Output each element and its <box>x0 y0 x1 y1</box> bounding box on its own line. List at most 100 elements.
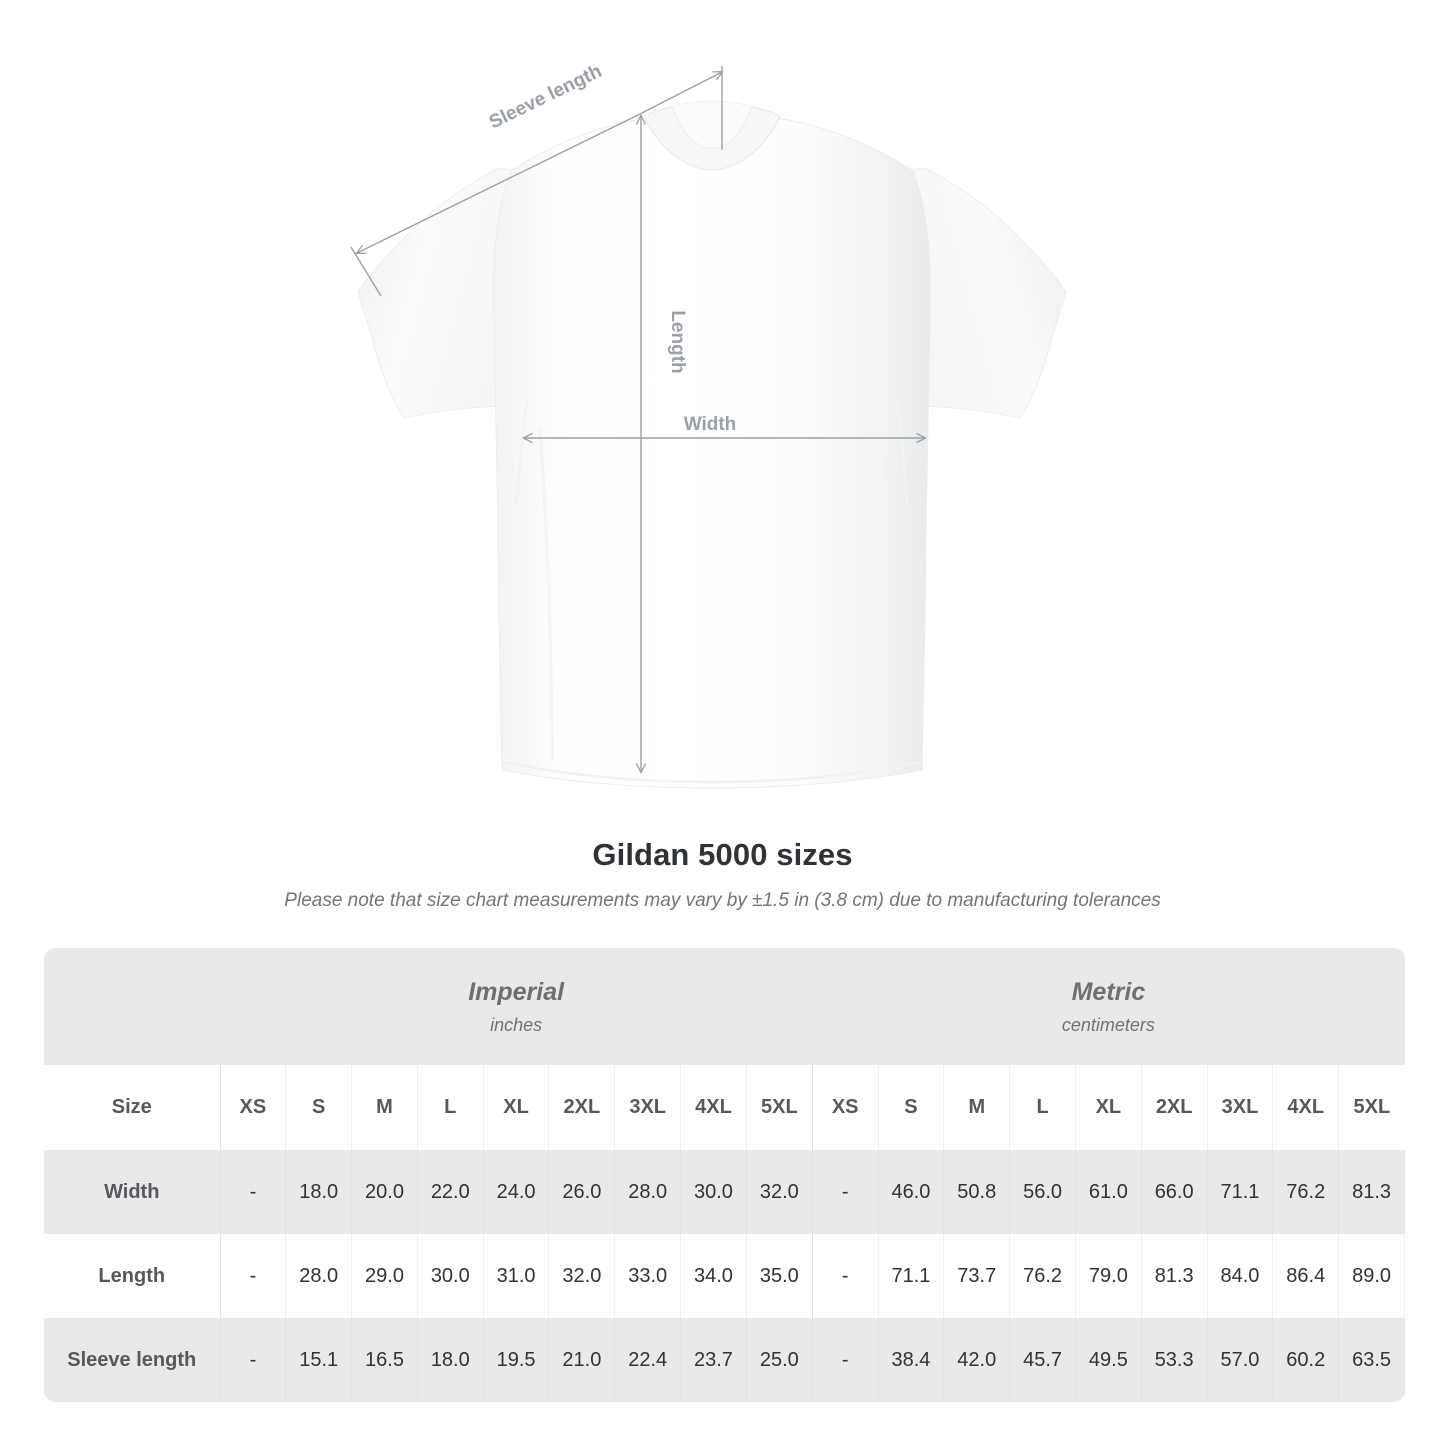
size-header-imperial-m: M <box>351 1065 418 1150</box>
size-chart-table-wrapper: Imperial inches Metric centimeters Size … <box>44 948 1406 1402</box>
cell-sleeve-metric-2xl: 53.3 <box>1141 1318 1208 1402</box>
unit-banner-spacer <box>44 948 220 1065</box>
unit-name-metric: Metric <box>1071 977 1146 1006</box>
cell-length-imperial-l: 30.0 <box>417 1234 484 1318</box>
cell-width-metric-3xl: 71.1 <box>1207 1150 1274 1234</box>
cell-width-metric-m: 50.8 <box>943 1150 1011 1234</box>
cell-width-imperial-xs: - <box>220 1150 287 1234</box>
size-header-imperial-2xl: 2XL <box>548 1065 616 1150</box>
cell-length-imperial-4xl: 34.0 <box>680 1234 747 1318</box>
cell-width-imperial-2xl: 26.0 <box>548 1150 616 1234</box>
cell-sleeve-metric-5xl: 63.5 <box>1338 1318 1406 1402</box>
fold-line-left <box>538 429 554 761</box>
cell-sleeve-imperial-2xl: 21.0 <box>548 1318 616 1402</box>
size-header-imperial-xl: XL <box>483 1065 550 1150</box>
cell-length-metric-4xl: 86.4 <box>1272 1234 1340 1318</box>
measurement-guides <box>350 66 927 774</box>
cell-sleeve-imperial-4xl: 23.7 <box>680 1318 747 1402</box>
tshirt-body <box>493 117 931 789</box>
cell-sleeve-imperial-xs: - <box>220 1318 287 1402</box>
cell-width-metric-s: 46.0 <box>878 1150 945 1234</box>
unit-banner-metric: Metric centimeters <box>812 948 1405 1065</box>
tshirt-garment <box>357 100 1067 789</box>
unit-banner-imperial: Imperial inches <box>220 948 813 1065</box>
size-header-imperial-4xl: 4XL <box>680 1065 747 1150</box>
tolerance-note: Please note that size chart measurements… <box>284 890 1161 912</box>
row-label-length: Length <box>44 1234 221 1318</box>
cell-length-imperial-s: 28.0 <box>285 1234 353 1318</box>
size-header-metric-xl: XL <box>1075 1065 1142 1150</box>
cell-width-imperial-m: 20.0 <box>351 1150 418 1234</box>
size-header-metric-5xl: 5XL <box>1338 1065 1405 1150</box>
size-header-imperial-l: L <box>417 1065 484 1150</box>
unit-sub-metric: centimeters <box>1061 1014 1155 1035</box>
cell-length-imperial-m: 29.0 <box>351 1234 418 1318</box>
size-header-imperial-xs: XS <box>220 1065 287 1150</box>
size-header-imperial-s: S <box>285 1065 353 1150</box>
cell-width-imperial-5xl: 32.0 <box>746 1150 813 1234</box>
cell-length-metric-5xl: 89.0 <box>1338 1234 1406 1318</box>
cell-length-imperial-xl: 31.0 <box>483 1234 550 1318</box>
size-header-imperial-3xl: 3XL <box>614 1065 682 1150</box>
cell-width-metric-5xl: 81.3 <box>1338 1150 1406 1234</box>
tshirt-illustration: Sleeve length Length Width <box>350 61 1067 789</box>
cell-sleeve-imperial-l: 18.0 <box>417 1318 484 1402</box>
sleeve-length-label: Sleeve length <box>486 61 605 134</box>
cell-length-imperial-5xl: 35.0 <box>746 1234 813 1318</box>
cell-sleeve-metric-l: 45.7 <box>1009 1318 1076 1402</box>
cell-length-metric-m: 73.7 <box>943 1234 1011 1318</box>
right-armhole-seam <box>895 399 909 506</box>
size-header-metric-m: M <box>943 1065 1011 1150</box>
unit-banner-row: Imperial inches Metric centimeters <box>44 948 1405 1065</box>
cell-width-metric-4xl: 76.2 <box>1272 1150 1340 1234</box>
unit-name-imperial: Imperial <box>468 977 565 1006</box>
size-header-metric-4xl: 4XL <box>1272 1065 1340 1150</box>
hem-line <box>502 760 922 784</box>
size-header-row: Size XS S M L XL 2XL 3XL 4XL 5XL XS S M … <box>44 1065 1405 1150</box>
cell-sleeve-metric-m: 42.0 <box>943 1318 1011 1402</box>
page-title: Gildan 5000 sizes <box>592 837 853 872</box>
sleeve-opening-tick <box>350 246 382 297</box>
cell-width-imperial-l: 22.0 <box>417 1150 484 1234</box>
size-chart-table: Imperial inches Metric centimeters Size … <box>44 948 1406 1402</box>
cell-sleeve-imperial-5xl: 25.0 <box>746 1318 813 1402</box>
collar-inner-shadow <box>671 100 753 149</box>
cell-width-imperial-3xl: 28.0 <box>614 1150 682 1234</box>
cell-length-metric-3xl: 84.0 <box>1207 1234 1274 1318</box>
cell-sleeve-metric-s: 38.4 <box>878 1318 945 1402</box>
left-armhole-seam <box>515 399 529 506</box>
cell-width-metric-2xl: 66.0 <box>1141 1150 1208 1234</box>
row-label-sleeve-length: Sleeve length <box>44 1318 221 1402</box>
cell-length-metric-l: 76.2 <box>1009 1234 1076 1318</box>
cell-sleeve-metric-4xl: 60.2 <box>1272 1318 1340 1402</box>
cell-sleeve-imperial-xl: 19.5 <box>483 1318 550 1402</box>
size-header-metric-2xl: 2XL <box>1141 1065 1208 1150</box>
size-header-imperial-5xl: 5XL <box>746 1065 813 1150</box>
cell-sleeve-metric-xl: 49.5 <box>1075 1318 1142 1402</box>
sleeve-length-extension-top <box>637 70 724 116</box>
cell-length-metric-xl: 79.0 <box>1075 1234 1142 1318</box>
cell-sleeve-imperial-3xl: 22.4 <box>614 1318 682 1402</box>
size-header-metric-xs: XS <box>812 1065 879 1150</box>
length-label: Length <box>667 310 688 373</box>
cell-length-imperial-2xl: 32.0 <box>548 1234 616 1318</box>
width-label: Width <box>684 414 737 435</box>
cell-length-metric-2xl: 81.3 <box>1141 1234 1208 1318</box>
table-row: Sleeve length - 15.1 16.5 18.0 19.5 21.0… <box>44 1318 1406 1402</box>
size-header-label: Size <box>44 1065 221 1150</box>
cell-sleeve-imperial-s: 15.1 <box>285 1318 353 1402</box>
table-row: Width - 18.0 20.0 22.0 24.0 26.0 28.0 30… <box>44 1150 1406 1234</box>
cell-sleeve-metric-xs: - <box>812 1318 879 1402</box>
cell-width-imperial-4xl: 30.0 <box>680 1150 747 1234</box>
size-header-metric-s: S <box>878 1065 945 1150</box>
fold-line-right <box>870 429 886 761</box>
cell-width-metric-xl: 61.0 <box>1075 1150 1142 1234</box>
size-header-metric-l: L <box>1009 1065 1076 1150</box>
row-label-width: Width <box>44 1150 221 1234</box>
cell-length-imperial-3xl: 33.0 <box>614 1234 682 1318</box>
cell-sleeve-imperial-m: 16.5 <box>351 1318 418 1402</box>
cell-length-imperial-xs: - <box>220 1234 287 1318</box>
cell-width-metric-xs: - <box>812 1150 879 1234</box>
cell-sleeve-metric-3xl: 57.0 <box>1207 1318 1274 1402</box>
unit-sub-imperial: inches <box>490 1014 543 1035</box>
